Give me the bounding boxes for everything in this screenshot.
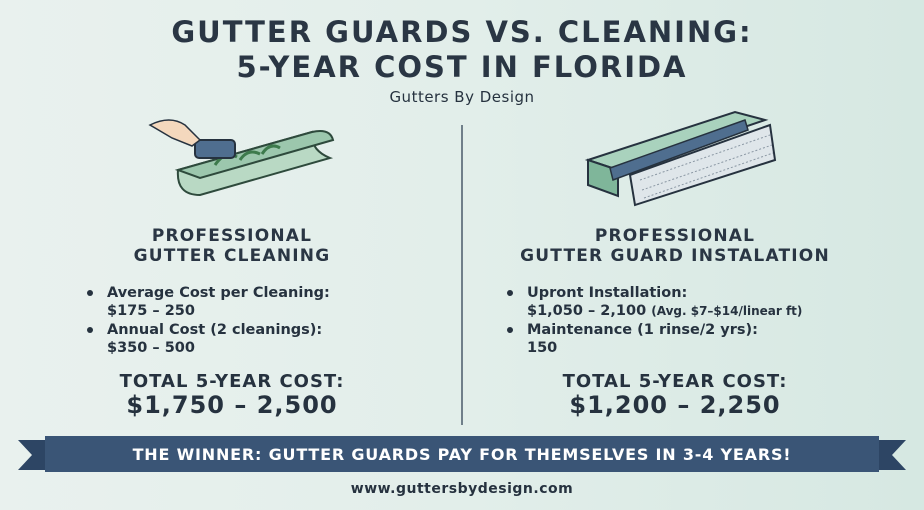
column-heading: GUTTER GUARD INSTALATION (520, 246, 830, 266)
total-value: $1,750 – 2,500 (126, 391, 338, 419)
column-heading: PROFESSIONAL (151, 226, 313, 246)
banner-ribbon (18, 436, 906, 472)
column-heading: GUTTER CLEANING (133, 246, 331, 266)
title: GUTTER GUARDS VS. CLEANING: (171, 15, 753, 49)
list-item: Average Cost per Cleaning: $175 – 250 (87, 284, 330, 320)
item-label: Maintenance (1 rinse/2 yrs): (527, 322, 758, 338)
item-label: Upront Installation: (527, 285, 688, 301)
list-item: Maintenance (1 rinse/2 yrs): 150 (507, 321, 758, 357)
banner-text: THE WINNER: GUTTER GUARDS PAY FOR THEMSE… (132, 445, 792, 464)
item-label: Annual Cost (2 cleanings): (107, 322, 323, 338)
item-note: (Avg. $7–$14/linear ft) (651, 304, 803, 318)
title: 5-YEAR COST IN FLORIDA (236, 50, 688, 84)
column-heading: PROFESSIONAL (594, 226, 756, 246)
list-item: Annual Cost (2 cleanings): $350 – 500 (87, 321, 323, 357)
footer: www.guttersbydesign.com (350, 481, 574, 497)
gutter-guard-icon (584, 110, 777, 207)
subtitle: Gutters By Design (389, 88, 535, 106)
item-value: 150 (527, 340, 558, 356)
item-value: $1,050 – 2,100 (527, 303, 647, 319)
item-value: $350 – 500 (107, 340, 195, 356)
gutter-cleaning-icon (148, 119, 335, 197)
item-value: $175 – 250 (107, 303, 195, 319)
total-label: TOTAL 5-YEAR COST: (119, 371, 345, 392)
total-value: $1,200 – 2,250 (569, 391, 781, 419)
list-item: Upront Installation: $1,050 – 2,100 (Avg.… (507, 284, 803, 320)
total-label: TOTAL 5-YEAR COST: (562, 371, 788, 392)
item-label: Average Cost per Cleaning: (107, 285, 330, 301)
